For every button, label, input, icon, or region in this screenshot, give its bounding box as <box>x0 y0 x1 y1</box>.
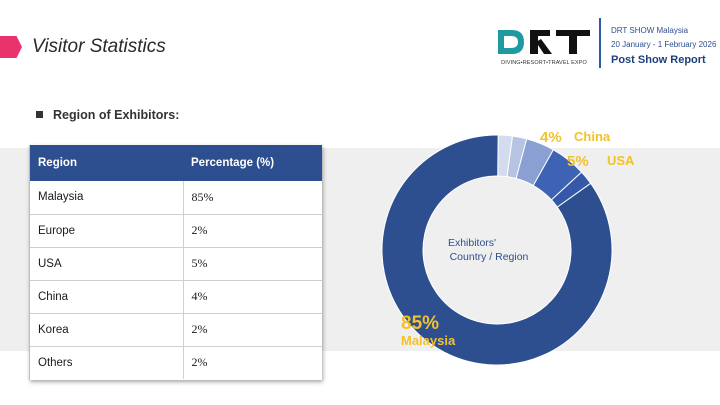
callout-china-name: China <box>574 129 611 144</box>
callout-china: 4% China <box>540 129 611 146</box>
report-title: Post Show Report <box>611 54 706 66</box>
percentage-cell: 85% <box>183 181 322 215</box>
donut-slice-malaysia <box>381 134 613 366</box>
percentage-cell: 2% <box>183 313 322 347</box>
title-marker-arrow <box>0 36 22 58</box>
drt-logo: DIVING•RESORT•TRAVEL EXPO <box>494 24 594 74</box>
table-row: Others 2% <box>30 346 322 379</box>
region-cell: Korea <box>30 313 184 347</box>
callout-malaysia: 85% Malaysia <box>401 313 456 348</box>
table-row: Europe 2% <box>30 214 322 248</box>
exhibitor-region-table: Region Percentage (%) Malaysia 85% Europ… <box>29 145 322 380</box>
section-heading: Region of Exhibitors: <box>36 108 179 122</box>
region-cell: Malaysia <box>30 181 184 215</box>
drt-logo-mark <box>498 30 590 54</box>
percentage-cell: 4% <box>183 280 322 314</box>
center-label-line-2: Country / Region <box>450 251 529 263</box>
center-label-line-1: Exhibitors' <box>448 237 496 249</box>
region-cell: USA <box>30 247 184 281</box>
percentage-cell: 2% <box>183 214 322 248</box>
percentage-cell: 5% <box>183 247 322 281</box>
column-header-region: Region <box>30 145 183 181</box>
region-cell: China <box>30 280 184 314</box>
page-title: Visitor Statistics <box>32 36 166 57</box>
column-header-percentage: Percentage (%) <box>183 145 322 181</box>
donut-slices <box>381 134 613 366</box>
section-heading-text: Region of Exhibitors: <box>53 108 180 122</box>
region-table: Region Percentage (%) Malaysia 85% Europ… <box>30 145 322 379</box>
callout-usa: 5% USA <box>567 153 635 170</box>
table-row: USA 5% <box>30 247 322 281</box>
header-divider <box>599 18 601 68</box>
percentage-cell: 2% <box>191 355 208 370</box>
show-name: DRT SHOW Malaysia <box>611 26 689 35</box>
callout-usa-name: USA <box>607 153 635 168</box>
table-row: Malaysia 85% <box>30 181 322 215</box>
logo-tagline: DIVING•RESORT•TRAVEL EXPO <box>501 60 587 66</box>
callout-usa-pct: 5% <box>567 153 589 170</box>
table-header-row: Region Percentage (%) <box>30 145 322 181</box>
callout-malaysia-name: Malaysia <box>401 333 456 348</box>
region-cell: Others <box>30 346 184 379</box>
table-row: China 4% <box>30 280 322 314</box>
callout-china-pct: 4% <box>540 129 562 146</box>
bullet-icon <box>36 111 43 118</box>
callout-malaysia-pct: 85% <box>401 313 439 334</box>
show-dates: 20 January - 1 February 2026 <box>611 40 717 49</box>
table-row: Korea 2% <box>30 313 322 347</box>
region-cell: Europe <box>30 214 184 248</box>
